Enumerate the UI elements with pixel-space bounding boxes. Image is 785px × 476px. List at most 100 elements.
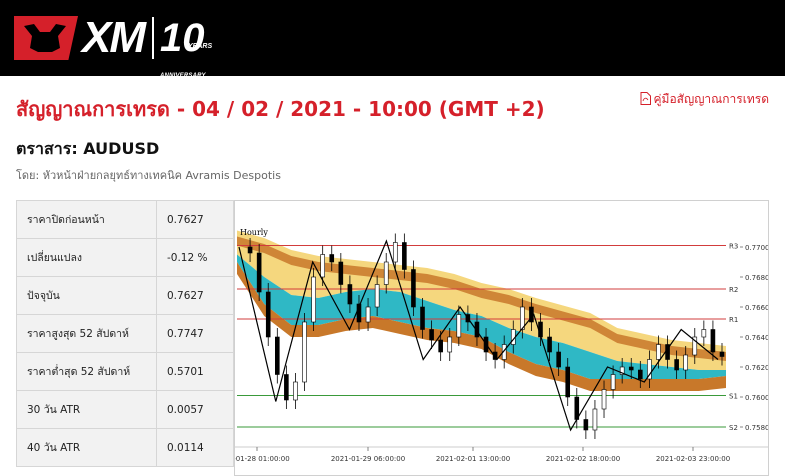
x-tick-label: 2021-02-02 18:00:00 <box>546 455 620 463</box>
instrument-heading: ตราสาร: AUDUSD <box>16 139 160 158</box>
price-chart: R3 R2 R1 S1 S2 0.7700 0.7680 0.7660 0.7640 0.7620… <box>234 200 769 476</box>
candle-body <box>583 419 589 431</box>
stat-value: -0.12 % <box>167 251 208 264</box>
pdf-icon <box>640 91 651 108</box>
table-row: เปลี่ยนแปลง -0.12 % <box>16 239 234 277</box>
candle-body <box>365 306 371 323</box>
candle-body <box>701 329 707 338</box>
candle-body <box>438 339 443 353</box>
x-tick-label: 2021-02-03 23:00:00 <box>656 455 730 463</box>
candle-body <box>338 261 344 285</box>
y-tick-label: 0.7700 <box>745 244 768 252</box>
top-bar: XM 10 YEARS ANNIVERSARY <box>0 0 785 79</box>
stat-label: ราคาสูงสุด 52 สัปดาห์ <box>17 315 157 352</box>
candle-body <box>501 344 507 360</box>
stat-value: 0.7747 <box>167 327 204 340</box>
cloud-orange-upper-band <box>237 236 726 361</box>
stat-value: 0.5701 <box>167 365 204 378</box>
y-tick-label: 0.7680 <box>745 274 768 282</box>
candle-body <box>311 276 316 323</box>
stat-label: 40 วัน ATR <box>17 429 157 466</box>
anniversary-badge: 10 YEARS ANNIVERSARY <box>160 16 212 79</box>
candle-body <box>383 261 389 285</box>
logo-divider <box>152 17 154 59</box>
candle-body <box>347 284 353 305</box>
candle-body <box>638 369 643 380</box>
candle-body <box>628 366 634 371</box>
brand-wordmark: XM <box>82 13 146 62</box>
candle-body <box>265 291 271 338</box>
stat-value: 0.0114 <box>167 441 204 454</box>
table-row: ราคาปิดก่อนหน้า 0.7627 <box>16 200 234 239</box>
candle-body <box>293 381 298 401</box>
candle-body <box>275 336 280 375</box>
candle-body <box>447 336 453 353</box>
candle-body <box>547 336 552 353</box>
table-row: ราคาต่ำสุด 52 สัปดาห์ 0.5701 <box>16 353 234 391</box>
chart-canvas: R3 R2 R1 S1 S2 0.7700 0.7680 0.7660 0.7640 0.7620… <box>235 228 768 463</box>
candle-body <box>520 306 525 330</box>
level-label-s1: S1 <box>729 393 738 401</box>
candle-body <box>392 242 398 263</box>
stats-table: ราคาปิดก่อนหน้า 0.7627 เปลี่ยนแปลง -0.12 %… <box>16 200 234 467</box>
candle-body <box>429 329 434 341</box>
candle-body <box>256 252 262 293</box>
candle-body <box>456 314 462 338</box>
xm-bull-logo-icon <box>14 16 78 60</box>
anniversary-years: YEARS <box>188 43 213 50</box>
candle-body <box>320 254 325 278</box>
candle-body <box>411 269 416 308</box>
candle-body <box>420 306 425 330</box>
chart-title: Hourly <box>240 228 268 237</box>
stat-label: ราคาต่ำสุด 52 สัปดาห์ <box>17 353 157 390</box>
candle-body <box>692 336 698 356</box>
x-tick-label: 21-01-28 01:00:00 <box>235 455 290 463</box>
candle-body <box>592 408 598 431</box>
author-byline: โดย: หัวหน้าฝ่ายกลยุทธ์ทางเทคนิค Avramis… <box>16 169 281 182</box>
candle-body <box>647 359 652 380</box>
x-tick-label: 2021-02-01 13:00:00 <box>436 455 510 463</box>
stat-value: 0.0057 <box>167 403 204 416</box>
stat-label: เปลี่ยนแปลง <box>17 239 157 276</box>
y-tick-label: 0.7620 <box>745 364 768 372</box>
table-row: 30 วัน ATR 0.0057 <box>16 391 234 429</box>
guide-link[interactable]: คู่มือสัญญาณการเทรด <box>640 90 770 109</box>
level-label-r3: R3 <box>729 243 738 251</box>
candle-body <box>619 366 625 375</box>
candle-body <box>674 359 679 371</box>
candle-body <box>556 351 561 368</box>
candle-body <box>374 284 380 308</box>
candle-body <box>302 321 307 383</box>
y-tick-label: 0.7640 <box>745 334 768 342</box>
table-row: ราคาสูงสุด 52 สัปดาห์ 0.7747 <box>16 315 234 353</box>
x-tick-label: 2021-01-29 06:00:00 <box>331 455 405 463</box>
y-tick-label: 0.7660 <box>745 304 768 312</box>
cloud-teal-band <box>237 254 726 379</box>
stat-label: ปัจจุบัน <box>17 277 157 314</box>
y-tick-label: 0.7580 <box>745 424 768 432</box>
candle-body <box>610 374 616 390</box>
candle-body <box>656 344 661 360</box>
anniversary-label: ANNIVERSARY <box>160 73 206 79</box>
xm-logo[interactable]: XM 10 YEARS ANNIVERSARY <box>14 12 212 79</box>
stat-value: 0.7627 <box>167 213 204 226</box>
candle-body <box>492 351 498 360</box>
y-tick-label: 0.7600 <box>745 394 768 402</box>
level-label-r2: R2 <box>729 286 738 294</box>
candle-body <box>402 242 407 270</box>
stat-value: 0.7627 <box>167 289 204 302</box>
level-label-s2: S2 <box>729 424 738 432</box>
page-title: สัญญาณการเทรด - 04 / 02 / 2021 - 10:00 (… <box>16 97 545 121</box>
table-row: ปัจจุบัน 0.7627 <box>16 277 234 315</box>
candle-body <box>247 246 253 254</box>
anniversary-number: 10 <box>160 16 205 60</box>
candle-body <box>601 389 607 410</box>
candle-body <box>565 366 571 398</box>
candle-body <box>719 351 725 357</box>
cloud-orange-band <box>237 262 726 391</box>
stat-label: ราคาปิดก่อนหน้า <box>17 201 157 238</box>
guide-link-label[interactable]: คู่มือสัญญาณการเทรด <box>653 92 770 106</box>
zigzag-line <box>238 239 719 432</box>
candle-body <box>710 329 716 353</box>
stat-label: 30 วัน ATR <box>17 391 157 428</box>
